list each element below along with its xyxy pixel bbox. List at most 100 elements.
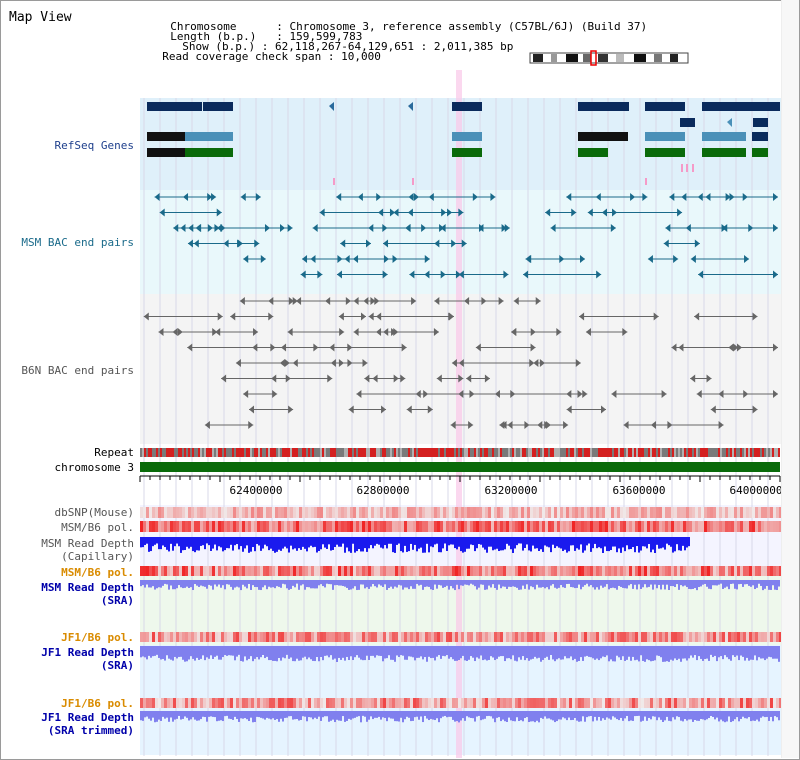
bac-end [582, 390, 588, 398]
chromosome-label: Chromosome [170, 20, 237, 33]
bac-end [472, 193, 478, 201]
bac-end [368, 312, 374, 321]
bac-end [513, 297, 519, 305]
bac-end [424, 270, 430, 279]
bac-end [428, 193, 434, 201]
chromosome-bar[interactable] [140, 462, 780, 472]
bac-end [690, 374, 696, 383]
bac-end [230, 312, 236, 321]
bac-end [566, 193, 572, 201]
bac-end [268, 312, 274, 321]
bac-end [217, 312, 223, 321]
bac-end [601, 405, 607, 414]
bac-end [424, 255, 430, 263]
track-label-jf1-b6-pol: JF1/B6 pol. [61, 631, 134, 644]
bac-end [511, 328, 517, 336]
bac-end [329, 343, 335, 352]
bac-end [595, 193, 601, 201]
bac-end [172, 328, 178, 336]
bac-end [336, 193, 342, 201]
bac-end [579, 312, 585, 321]
bac-end [215, 328, 221, 336]
bac-end [188, 224, 194, 232]
bac-end [362, 359, 368, 367]
bac-end [336, 270, 342, 279]
b6n-bac-pairs[interactable] [143, 297, 778, 429]
bac-end [411, 297, 417, 305]
bac-end [211, 193, 217, 201]
track-label-dbsnp: dbSNP(Mouse) [54, 506, 134, 519]
bac-end [653, 312, 659, 321]
bac-end [204, 421, 210, 429]
bac-end [677, 208, 683, 217]
track-label-msm-depth-cap-sub: (Capillary) [61, 550, 134, 563]
length-label: Length (b.p.) [170, 30, 257, 43]
chromosome-ideogram[interactable] [529, 50, 689, 66]
bac-end [364, 374, 370, 383]
bac-end [669, 193, 675, 201]
bac-end [361, 312, 367, 321]
bac-end [671, 343, 677, 352]
bac-end [271, 374, 277, 383]
axis-tick-label: 63200000 [484, 484, 538, 497]
bac-end [566, 405, 572, 414]
bac-end [154, 193, 160, 201]
axis-tick-label: 64000000 [729, 484, 783, 497]
msm-bac-pairs[interactable] [154, 193, 778, 279]
bac-end [260, 255, 266, 263]
bac-end [353, 297, 359, 305]
bac-end [440, 224, 446, 232]
bac-end [255, 193, 261, 201]
bac-end [302, 255, 308, 263]
bac-end [698, 270, 704, 279]
bac-end [357, 193, 363, 201]
bac-end [642, 193, 648, 201]
bac-end [535, 297, 541, 305]
bac-end [187, 343, 193, 352]
bac-end [601, 208, 607, 217]
bac-end [530, 343, 536, 352]
bac-end [563, 421, 569, 429]
bac-end [292, 359, 298, 367]
separator: : [236, 20, 290, 33]
bac-end [237, 239, 243, 248]
depth-tracks[interactable] [140, 537, 780, 723]
show-label: Show (b.p.) [182, 40, 256, 53]
bac-end [216, 208, 222, 217]
bac-end [490, 193, 496, 201]
bac-end [718, 390, 724, 398]
bac-end [556, 328, 562, 336]
bac-end [718, 421, 724, 429]
repeat-track[interactable] [140, 448, 780, 457]
show-value: 62,118,267-64,129,651 : 2,011,385 bp [274, 40, 514, 53]
track-label-chromosome: chromosome 3 [54, 461, 134, 474]
bac-end [368, 224, 374, 232]
bac-end [243, 390, 249, 398]
bac-end [696, 390, 702, 398]
bac-end [678, 343, 684, 352]
bac-end [339, 328, 345, 336]
bac-end [773, 224, 778, 232]
heat-tracks[interactable] [140, 507, 782, 708]
bac-end [413, 193, 419, 201]
bac-end [742, 193, 748, 201]
bac-end [468, 421, 474, 429]
bac-end [391, 328, 397, 336]
bac-end [281, 343, 287, 352]
bac-end [752, 312, 758, 321]
bac-end [545, 421, 551, 429]
bac-end [187, 239, 193, 248]
bac-end [317, 270, 323, 279]
bac-end [252, 343, 258, 352]
bac-end [596, 270, 602, 279]
refseq-genes[interactable] [147, 102, 780, 185]
bac-end [406, 405, 412, 414]
bac-end [448, 312, 454, 321]
bac-end [365, 239, 371, 248]
bac-end [587, 208, 593, 217]
bac-end [345, 297, 351, 305]
bac-end [722, 224, 728, 232]
bac-end [423, 390, 429, 398]
bac-end [539, 359, 545, 367]
track-label-msm-depth-sra: MSM Read Depth [41, 581, 134, 594]
